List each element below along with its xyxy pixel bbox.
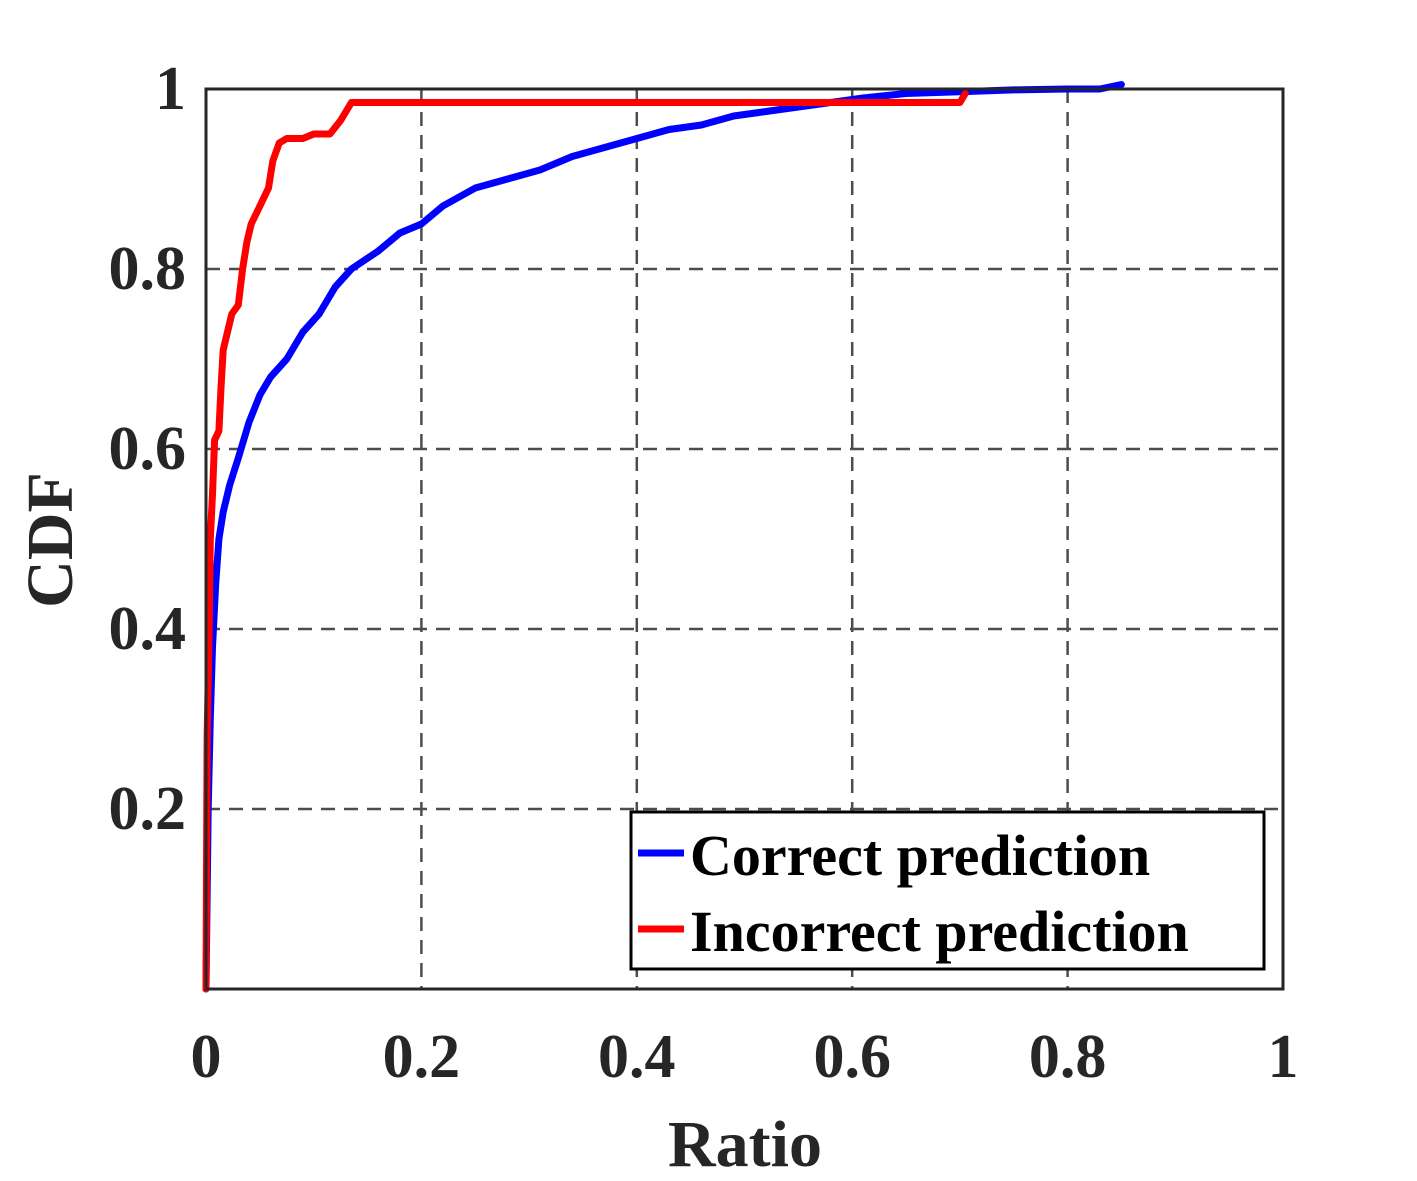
x-tick-label: 0.6 bbox=[813, 1023, 891, 1091]
series-line-incorrect bbox=[202, 90, 969, 993]
x-tick-label: 0.8 bbox=[1029, 1023, 1107, 1091]
x-tick-label: 0.2 bbox=[383, 1023, 461, 1091]
legend-box bbox=[629, 810, 1266, 971]
plot-frame bbox=[204, 87, 1285, 991]
x-tick-label: 0.4 bbox=[598, 1023, 676, 1091]
legend-label-correct: Correct prediction bbox=[690, 823, 1150, 888]
y-tick-label: 0.2 bbox=[109, 775, 187, 843]
legend: Correct prediction Incorrect prediction bbox=[629, 810, 1266, 971]
x-axis-label: Ratio bbox=[668, 1108, 822, 1181]
x-tick-labels: 0 0.2 0.4 0.6 0.8 1 bbox=[191, 1023, 1299, 1091]
grid-lines bbox=[206, 89, 1283, 989]
y-tick-label: 0.4 bbox=[109, 595, 187, 663]
legend-label-incorrect: Incorrect prediction bbox=[690, 899, 1189, 964]
x-tick-label: 0 bbox=[191, 1023, 222, 1091]
y-tick-label: 0.6 bbox=[109, 415, 187, 483]
y-tick-label: 0.8 bbox=[109, 235, 187, 303]
y-tick-label: 1 bbox=[155, 55, 186, 123]
x-tick-label: 1 bbox=[1268, 1023, 1299, 1091]
y-axis-label: CDF bbox=[14, 472, 87, 608]
y-tick-labels: 0.2 0.4 0.6 0.8 1 bbox=[109, 55, 187, 843]
series-lines bbox=[202, 81, 1125, 993]
